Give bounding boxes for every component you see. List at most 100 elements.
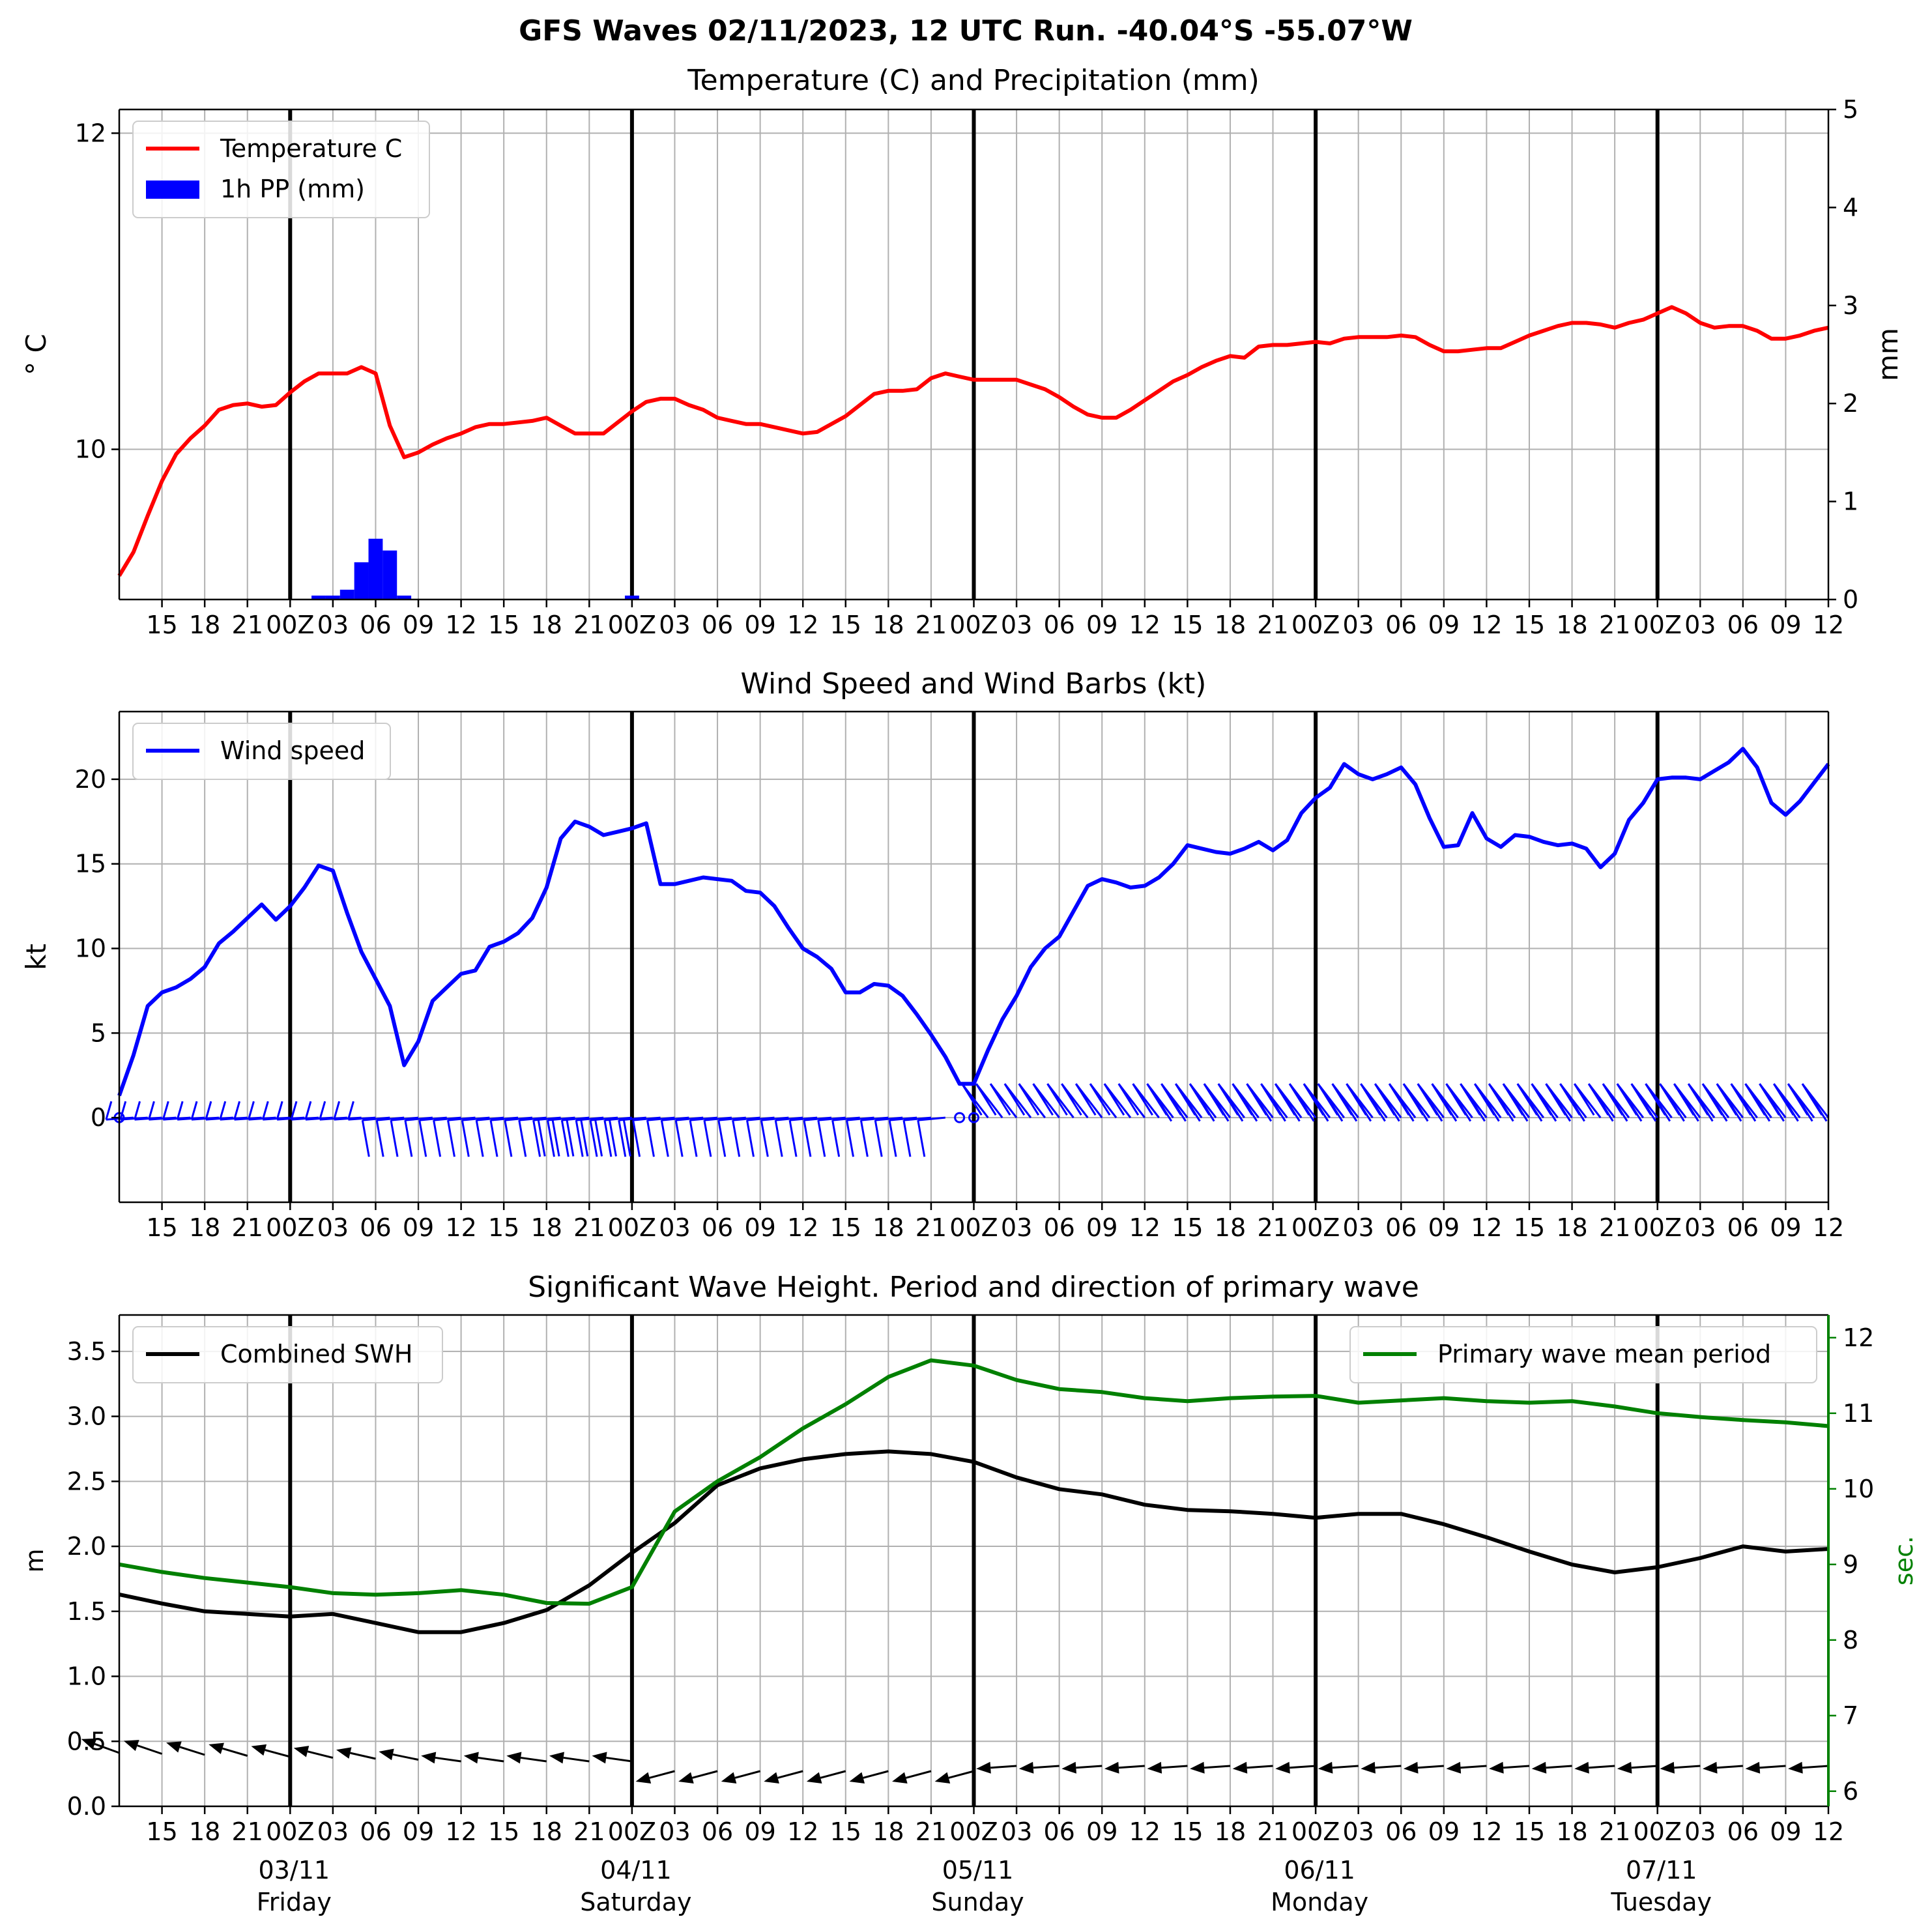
x-tick-label: 09 (1086, 1213, 1117, 1242)
wind-barb-feather (1379, 1089, 1400, 1122)
wave-arrow-shaft (350, 1752, 376, 1760)
x-tick-label: 06 (1727, 1817, 1759, 1846)
wind-barb-staff (590, 1116, 618, 1121)
y-right-tick-label: 5 (1843, 95, 1858, 124)
x-tick-label: 12 (1129, 611, 1161, 639)
legend-box (1349, 1326, 1817, 1383)
wind-barb-feather (404, 1119, 413, 1157)
wave-panel: Significant Wave Height. Period and dire… (20, 1271, 1918, 1916)
swh-line (119, 1449, 1829, 1634)
wind-barb-feather (1621, 1089, 1643, 1122)
wind-barb-feather (1207, 1089, 1230, 1122)
wave-arrow-head (1489, 1761, 1504, 1774)
x-tick-label: 12 (445, 1817, 476, 1846)
wind-barb-feather (1103, 1083, 1125, 1116)
legend-precipitation-label: 1h PP (mm) (220, 175, 365, 203)
x-tick-label: 18 (872, 1213, 904, 1242)
wind-barb-feather (1450, 1089, 1472, 1122)
wave-arrow-head (1190, 1761, 1205, 1774)
wave-direction-arrows (81, 1738, 1829, 1784)
y-tick-label: 0.5 (67, 1727, 106, 1755)
x-tick-label: 03 (1342, 611, 1374, 639)
wind-panel: Wind Speed and Wind Barbs (kt) 0 5 10 15 20 1… (20, 667, 1844, 1242)
wind-barb-feather (594, 1119, 603, 1157)
wind-barb-feather (1407, 1089, 1429, 1122)
y-axis-label: m (20, 1548, 49, 1572)
wind-barb-feather (475, 1119, 484, 1157)
y-right-axis-label: mm (1872, 328, 1904, 381)
x-tick-label: 09 (1428, 1213, 1460, 1242)
y-right-tick-label: 0 (1843, 585, 1858, 614)
wave-arrow-shaft (435, 1756, 461, 1763)
x-tick-label: 18 (531, 611, 562, 639)
x-tick-label: 15 (1172, 1817, 1203, 1846)
x-tick-label: 03 (1001, 611, 1032, 639)
x-tick-label: 00Z (608, 1817, 656, 1846)
wind-barb-feather (1749, 1089, 1771, 1122)
x-tick-label: 03 (1684, 1213, 1716, 1242)
wind-barb-feather (674, 1119, 684, 1157)
wind-barb-feather (1089, 1083, 1111, 1116)
x-tick-label: 21 (573, 611, 605, 639)
wind-barb-feather (580, 1119, 589, 1157)
x-tick-label: 15 (830, 611, 861, 639)
wave-arrow-shaft (1033, 1765, 1060, 1769)
wind-barb-feather (803, 1119, 812, 1157)
wind-barb-staff (846, 1116, 874, 1121)
wind-barb-feather (162, 1101, 169, 1120)
temperature-precipitation-panel: Temperature (C) and Precipitation (mm) 1… (20, 64, 1904, 639)
wave-arrow-head (678, 1772, 694, 1784)
x-tick-label: 09 (1770, 611, 1801, 639)
x-tick-label: 18 (189, 1213, 220, 1242)
wind-barb-staff (633, 1116, 661, 1121)
wind-barb-feather (902, 1119, 912, 1157)
wave-arrow-shaft (990, 1765, 1017, 1769)
wave-arrow-head (806, 1772, 822, 1784)
x-tick-label: 00Z (1291, 611, 1340, 639)
wave-arrow-head (976, 1761, 991, 1774)
wave-arrow-head (1446, 1761, 1462, 1774)
wind-barb-feather (1165, 1089, 1187, 1122)
wind-barb-feather (105, 1101, 113, 1120)
x-tick-label: 06 (360, 611, 391, 639)
legend-temperature-label: Temperature C (220, 134, 402, 163)
wind-barb-feather (233, 1101, 241, 1120)
x-tick-label: 15 (830, 1817, 861, 1846)
x-tick-label: 06 (1043, 1817, 1074, 1846)
y-right-tick-label: 2 (1843, 389, 1858, 418)
wind-barb-feather (1535, 1089, 1557, 1122)
wind-barb-feather (1507, 1089, 1529, 1122)
wind-barb-feather (1393, 1089, 1415, 1122)
y-tick-label: 1.0 (67, 1662, 106, 1691)
x-tick-label: 06 (1043, 611, 1074, 639)
wave-arrow-shaft (1247, 1765, 1273, 1769)
wind-barb-feather (532, 1119, 541, 1157)
y-right-axis-label: sec. (1890, 1536, 1918, 1585)
wave-arrow-head (379, 1748, 394, 1761)
x-tick-label: 03 (1342, 1213, 1374, 1242)
wave-arrow-shaft (1546, 1765, 1572, 1769)
wind-barb-staff (562, 1116, 590, 1121)
wind-barb-feather (375, 1119, 384, 1157)
wind-barb-staff (576, 1116, 604, 1121)
wind-barb-staff (618, 1116, 646, 1121)
y-axis-label: ° C (20, 334, 52, 375)
wind-barb-staff (462, 1116, 490, 1121)
y-tick-label: 3.5 (67, 1337, 106, 1366)
wind-barb-feather (703, 1119, 712, 1157)
x-tick-label: 00Z (266, 611, 314, 639)
wave-arrow-head (123, 1740, 139, 1752)
wind-barb-feather (461, 1119, 470, 1157)
x-tick-label: 21 (232, 1817, 263, 1846)
precipitation-bar (325, 595, 340, 599)
wind-barb-staff (504, 1116, 533, 1121)
wind-barb-feather (1293, 1089, 1315, 1122)
x-tick-label: 12 (1129, 1213, 1161, 1242)
x-tick-label: 03 (1342, 1817, 1374, 1846)
wind-barb-feather (518, 1119, 527, 1157)
x-tick-label: 21 (232, 1213, 263, 1242)
wind-barb-feather (247, 1101, 255, 1120)
x-tick-label: 12 (445, 1213, 476, 1242)
wave-arrow-shaft (1503, 1765, 1530, 1769)
wave-arrow-shaft (1417, 1765, 1444, 1769)
